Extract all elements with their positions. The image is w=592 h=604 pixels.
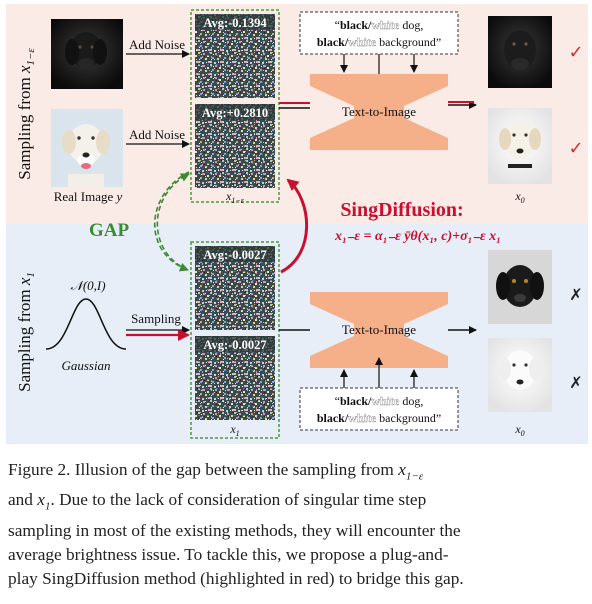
- add-noise-label-1: Add Noise: [129, 37, 185, 52]
- top-side-label: Sampling from x1−ε: [15, 48, 37, 180]
- top-prompt-line1: “black/white dog,: [335, 18, 424, 32]
- gaussian-formula: 𝒩(0,I): [70, 278, 105, 293]
- real-image-white-dog: [51, 109, 123, 187]
- output-image-top-1: [488, 16, 552, 88]
- noise-image-top-1: Avg:-0.1394: [195, 14, 275, 98]
- check-mark-1: ✓: [568, 42, 583, 63]
- caption-line-1: Figure 2. Illusion of the gap between th…: [8, 458, 586, 488]
- svg-text:Avg:-0.1394: Avg:-0.1394: [203, 16, 267, 30]
- svg-text:Avg:+0.2810: Avg:+0.2810: [202, 106, 268, 120]
- bottom-prompt-line2: black/white background”: [317, 411, 441, 425]
- noise-image-top-2: Avg:+0.2810: [195, 104, 275, 188]
- caption-line-3: sampling in most of the existing methods…: [8, 519, 586, 543]
- caption-line-2: and x1. Due to the lack of consideration…: [8, 488, 586, 518]
- add-noise-label-2: Add Noise: [129, 127, 185, 142]
- caption-line-4: average brightness issue. To tackle this…: [8, 543, 586, 567]
- bottom-model-label: Text-to-Image: [342, 322, 416, 337]
- output-image-bottom-1: [488, 250, 552, 324]
- caption-line-5: play SingDiffusion method (highlighted i…: [8, 567, 586, 591]
- figure-caption: Figure 2. Illusion of the gap between th…: [8, 458, 586, 591]
- real-image-label: Real Image y: [54, 189, 123, 204]
- figure-diagram: Sampling from x1−ε Sampling from x1 Real…: [6, 4, 588, 444]
- real-image-black-dog: [51, 19, 123, 89]
- noise-image-bottom-1: Avg:-0.0027: [195, 246, 275, 330]
- svg-text:Avg:-0.0027: Avg:-0.0027: [203, 248, 266, 262]
- cross-mark-1: ✗: [569, 285, 582, 304]
- cross-mark-2: ✗: [569, 373, 582, 392]
- gaussian-label: Gaussian: [61, 358, 110, 373]
- singdiffusion-formula: x₁₋ε = α₁₋ε ȳθ(x₁, c)+σ₁₋ε x₁: [334, 229, 501, 244]
- gap-label: GAP: [89, 220, 130, 241]
- bottom-side-label: Sampling from x1: [15, 272, 37, 392]
- top-model-label: Text-to-Image: [342, 104, 416, 119]
- check-mark-2: ✓: [568, 138, 583, 159]
- svg-text:Avg:-0.0027: Avg:-0.0027: [203, 338, 266, 352]
- top-prompt-line2: black/white background”: [317, 35, 441, 49]
- sampling-label: Sampling: [131, 311, 181, 326]
- noise-image-bottom-2: Avg:-0.0027: [195, 336, 275, 420]
- bottom-prompt-line1: “black/white dog,: [335, 394, 424, 408]
- singdiffusion-title: SingDiffusion:: [340, 199, 463, 221]
- output-image-top-2: [488, 108, 552, 184]
- output-image-bottom-2: [488, 338, 552, 412]
